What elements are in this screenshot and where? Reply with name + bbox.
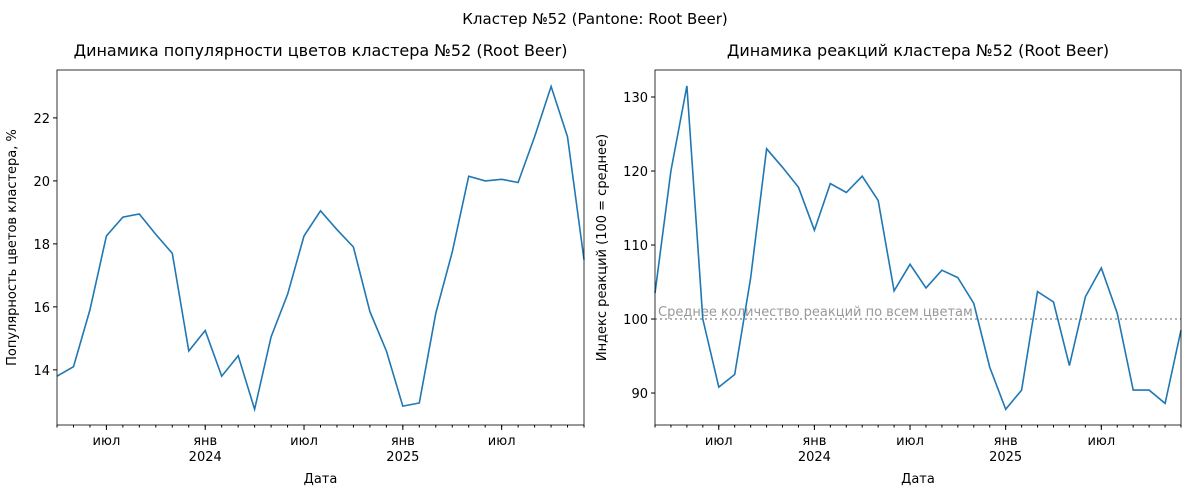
x-tick-label: июл: [93, 434, 121, 449]
axes-frame: [56, 69, 585, 426]
axes-frame: [654, 69, 1182, 426]
x-tick-label: июл: [705, 434, 733, 449]
y-tick-label: 22: [33, 112, 50, 127]
y-tick-label: 130: [623, 91, 648, 106]
y-axis-label: Популярность цветов кластера, %: [5, 129, 20, 366]
y-tick-label: 120: [623, 165, 648, 180]
y-tick-label: 90: [631, 387, 648, 402]
y-tick-label: 16: [33, 301, 50, 316]
x-tick-label: июл: [488, 434, 516, 449]
y-axis-label: Индекс реакций (100 = среднее): [595, 134, 610, 361]
y-tick-label: 14: [33, 364, 50, 379]
reference-label: Среднее количество реакций по всем цвета…: [658, 305, 973, 320]
x-axis-label: Дата: [304, 472, 338, 487]
x-tick-label: июл: [290, 434, 318, 449]
axes-title: Динамика популярности цветов кластера №5…: [74, 41, 568, 60]
x-tick-label: июл: [1087, 434, 1115, 449]
x-tick-label: янв 2024: [189, 434, 222, 465]
suptitle: Кластер №52 (Pantone: Root Beer): [462, 10, 727, 28]
x-tick-label: янв 2025: [386, 434, 419, 465]
x-axis-label: Дата: [901, 472, 935, 487]
x-tick-label: июл: [896, 434, 924, 449]
axes-title: Динамика реакций кластера №52 (Root Beer…: [727, 41, 1109, 60]
y-tick-label: 20: [33, 175, 50, 190]
x-tick-label: янв 2024: [798, 434, 831, 465]
y-tick-label: 100: [623, 313, 648, 328]
series-line: [654, 85, 1182, 411]
series-line: [56, 83, 585, 413]
y-tick-label: 18: [33, 238, 50, 253]
y-tick-label: 110: [623, 239, 648, 254]
x-tick-label: янв 2025: [989, 434, 1022, 465]
